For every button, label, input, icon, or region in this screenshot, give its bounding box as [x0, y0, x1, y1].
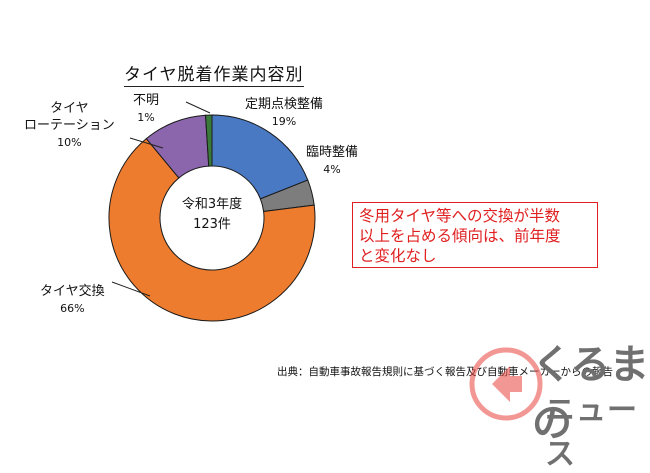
label-teiki: 定期点検整備 19%	[245, 96, 323, 130]
leader-fumei	[185, 101, 211, 114]
label-teiki-pct: 19%	[271, 115, 297, 128]
label-fumei-name: 不明	[133, 93, 160, 108]
callout-line-3: と変化なし	[359, 247, 437, 265]
chart-canvas	[108, 101, 316, 322]
callout-box: 冬用タイヤ等への交換が半数 以上を占める傾向は、前年度 と変化なし	[352, 202, 598, 268]
label-koukan-name: タイヤ交換	[40, 284, 105, 299]
leader-rotation	[129, 137, 164, 149]
label-teiki-name: 定期点検整備	[245, 97, 324, 112]
kuruma-news-logo-icon	[469, 347, 543, 421]
label-rotation-name-2: ローテーション	[24, 118, 115, 133]
logo-text-news: ニュース	[545, 393, 638, 472]
label-rinji-pct: 4%	[323, 163, 341, 176]
label-rotation-pct: 10%	[57, 136, 82, 149]
callout-line-1: 冬用タイヤ等への交換が半数	[359, 207, 561, 225]
center-count: 123件	[193, 217, 231, 232]
label-rinji: 臨時整備 4%	[306, 144, 358, 178]
label-fumei-pct: 1%	[137, 111, 155, 124]
donut-center-label: 令和3年度 123件	[163, 195, 261, 235]
label-fumei: 不明 1%	[133, 92, 159, 126]
leader-koukan	[111, 281, 151, 297]
label-rinji-name: 臨時整備	[306, 145, 359, 160]
label-koukan-pct: 66%	[60, 302, 85, 315]
source-note: 出典：自動車事故報告規則に基づく報告及び自動車メーカーからの報告	[277, 366, 613, 378]
center-year: 令和3年度	[181, 197, 243, 212]
donut-slice-2	[108, 137, 316, 322]
callout-line-2: 以上を占める傾向は、前年度	[359, 227, 561, 245]
label-koukan: タイヤ交換 66%	[40, 283, 105, 317]
donut-slices	[108, 114, 316, 322]
label-rotation: タイヤ ローテーション 10%	[24, 100, 115, 151]
label-rotation-name-1: タイヤ	[50, 101, 89, 116]
donut-slice-4	[205, 114, 213, 167]
leader-lines	[111, 101, 211, 297]
chart-title: タイヤ脱着作業内容別	[124, 60, 304, 87]
